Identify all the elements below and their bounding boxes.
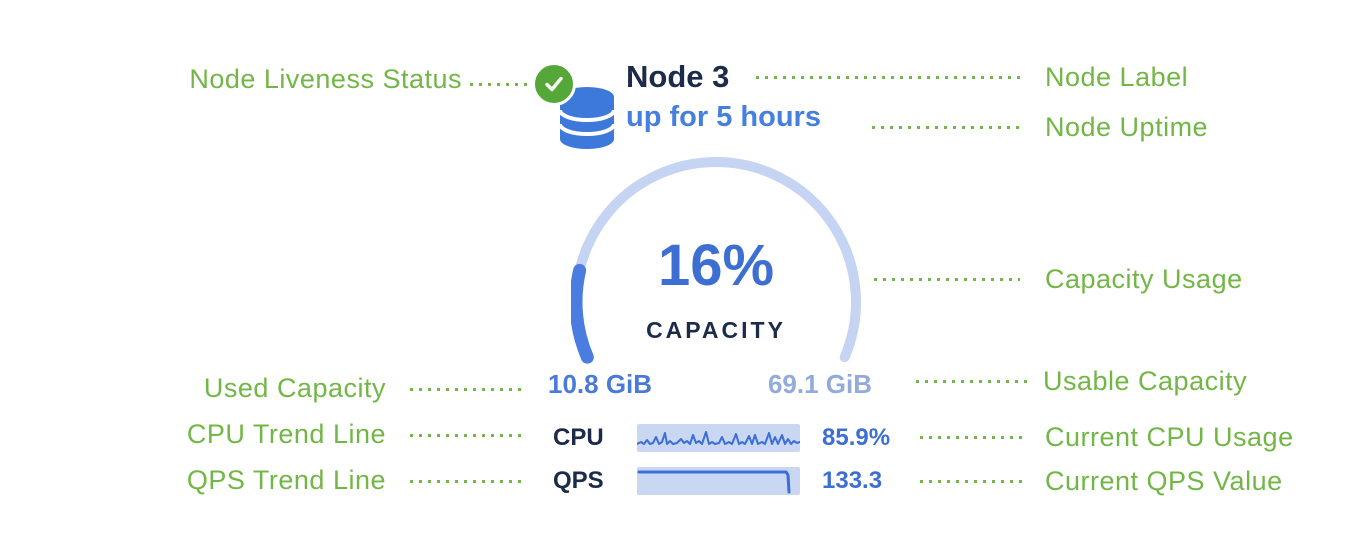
annotation-current-qps-value: Current QPS Value [1045, 466, 1283, 496]
annotation-current-cpu-usage: Current CPU Usage [1045, 422, 1294, 452]
leader-line-node-uptime [872, 126, 1020, 129]
usable-capacity-value: 69.1 GiB [767, 369, 872, 399]
leader-line-cpu-trend [410, 434, 522, 437]
annotation-cpu-trend-line: CPU Trend Line [186, 419, 386, 449]
annotation-node-liveness-status: Node Liveness Status [189, 64, 462, 94]
annotation-node-label: Node Label [1045, 62, 1189, 92]
qps-sparkline [637, 467, 800, 495]
node-label: Node 3 [626, 59, 730, 94]
leader-line-capacity-usage [874, 278, 1020, 281]
cpu-label: CPU [553, 424, 604, 451]
annotation-capacity-usage: Capacity Usage [1045, 264, 1243, 294]
capacity-caption: CAPACITY [646, 317, 786, 343]
cpu-stat-row: CPU 85.9% [553, 423, 890, 453]
leader-line-qps-trend [410, 480, 522, 483]
capacity-gauge [571, 155, 861, 364]
cpu-sparkline [636, 424, 801, 452]
qps-label: QPS [553, 467, 604, 494]
leader-line-current-qps [920, 480, 1028, 483]
qps-trend-line [637, 470, 791, 494]
annotation-used-capacity: Used Capacity [203, 373, 386, 403]
qps-current-value: 133.3 [822, 467, 883, 494]
leader-line-node-liveness [470, 83, 528, 86]
cpu-trend-line [636, 431, 801, 445]
capacity-usage-percent: 16% [657, 233, 775, 298]
leader-line-node-label [756, 76, 1020, 79]
gauge-fill [571, 155, 861, 364]
annotation-qps-trend-line: QPS Trend Line [186, 465, 386, 495]
qps-stat-row: QPS 133.3 [553, 466, 882, 496]
used-capacity-value: 10.8 GiB [548, 369, 653, 399]
node-icon-cluster [532, 62, 622, 154]
annotation-usable-capacity: Usable Capacity [1043, 366, 1248, 396]
cpu-current-value: 85.9% [822, 424, 891, 451]
node-uptime: up for 5 hours [626, 101, 821, 133]
leader-line-current-cpu [920, 436, 1028, 439]
leader-line-usable-capacity [916, 380, 1028, 383]
liveness-check-icon [532, 62, 576, 106]
annotation-node-uptime: Node Uptime [1045, 112, 1209, 142]
leader-line-used-capacity [410, 388, 522, 391]
